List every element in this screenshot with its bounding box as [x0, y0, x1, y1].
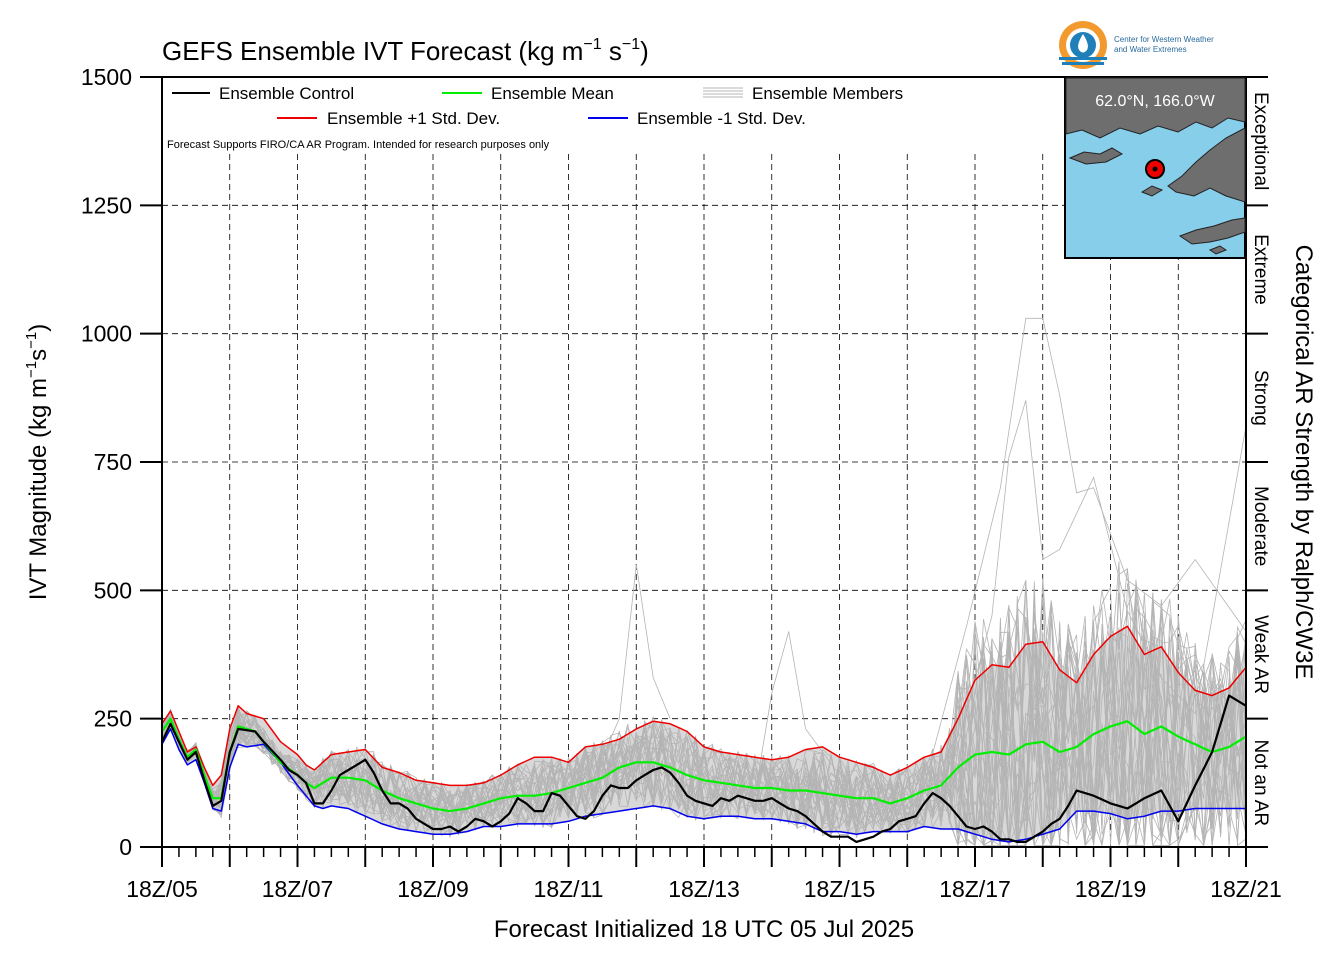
ensemble-member-line	[923, 317, 1247, 786]
y-tick-label: 1500	[81, 64, 132, 90]
legend-members: Ensemble Members	[752, 84, 903, 103]
land-mass	[1208, 245, 1228, 255]
land-mass	[1068, 147, 1124, 165]
y-tick-label: 500	[94, 577, 132, 603]
x-tick-label: 18Z/11	[534, 876, 604, 902]
x-tick-label: 18Z/07	[262, 876, 334, 902]
axes: 0 250 500 750 1000 1250 1500 18Z/05 18Z/07 18Z/09…	[81, 64, 1282, 902]
x-tick-label: 18Z/09	[397, 876, 469, 902]
land-mass	[1140, 185, 1164, 197]
ar-category-label: Moderate	[1250, 486, 1271, 566]
ensemble-member-line	[161, 579, 1247, 846]
land-mass	[1178, 217, 1246, 245]
ensemble-member-line	[957, 400, 1247, 745]
legend-plus-sd: Ensemble +1 Std. Dev.	[327, 109, 500, 128]
ensemble-member-line	[161, 585, 1247, 846]
x-tick-label: 18Z/13	[668, 876, 740, 902]
x-tick-label: 18Z/21	[1210, 876, 1282, 902]
ar-category-label: Strong	[1250, 370, 1271, 426]
ensemble-member-line	[585, 564, 671, 796]
y-tick-label: 0	[119, 834, 132, 860]
minus-sd-line	[161, 728, 1246, 843]
x-tick-label: 18Z/17	[939, 876, 1011, 902]
y-axis-label: IVT Magnitude (kg m−1s−1)	[23, 324, 52, 601]
y-tick-label: 250	[94, 706, 132, 732]
series-lines	[161, 625, 1247, 843]
legend-minus-sd: Ensemble -1 Std. Dev.	[637, 109, 806, 128]
x-tick-label: 18Z/15	[804, 876, 876, 902]
cw3e-logo: Center for Western Weather and Water Ext…	[1059, 21, 1214, 69]
x-axis-label: Forecast Initialized 18 UTC 05 Jul 2025	[494, 916, 914, 943]
land-mass	[1065, 77, 1246, 139]
ar-category-label: Extreme	[1250, 234, 1271, 305]
location-inset-map: 62.0°N, 166.0°W	[1064, 76, 1246, 259]
ensemble-member-line	[161, 583, 1247, 846]
x-tick-label: 18Z/19	[1075, 876, 1147, 902]
research-note: Forecast Supports FIRO/CA AR Program. In…	[167, 139, 550, 151]
legend-mean: Ensemble Mean	[491, 84, 614, 103]
plus-sd-line	[161, 625, 1247, 787]
logo-text-line1: Center for Western Weather	[1114, 35, 1214, 44]
ensemble-member-line	[161, 580, 1247, 848]
ensemble-member-line	[161, 592, 1247, 847]
ensemble-member-line	[161, 581, 1247, 846]
mean-line	[161, 717, 1247, 813]
ensemble-member-line	[754, 631, 840, 796]
ensemble-member-line	[161, 584, 1247, 846]
ensemble-member-line	[161, 592, 1247, 846]
y-tick-label: 1250	[81, 192, 132, 218]
right-axis-label: Categorical AR Strength by Ralph/CW3E	[1290, 245, 1317, 680]
control-line	[161, 694, 1247, 843]
land-mass	[1167, 127, 1246, 203]
legend-control: Ensemble Control	[219, 84, 354, 103]
chart-title: GEFS Ensemble IVT Forecast (kg m−1 s−1)	[162, 36, 649, 66]
location-coordinates: 62.0°N, 166.0°W	[1095, 93, 1215, 110]
legend: Ensemble Control Ensemble Mean Ensemble …	[167, 84, 903, 151]
ar-category-label: Exceptional	[1250, 92, 1271, 190]
y-tick-label: 1000	[81, 321, 132, 347]
ar-category-label: Weak AR	[1250, 615, 1271, 694]
y-tick-label: 750	[94, 449, 132, 475]
ar-category-label: Not an AR	[1250, 740, 1271, 827]
logo-text-line2: and Water Extremes	[1114, 45, 1187, 54]
x-tick-label: 18Z/05	[126, 876, 198, 902]
